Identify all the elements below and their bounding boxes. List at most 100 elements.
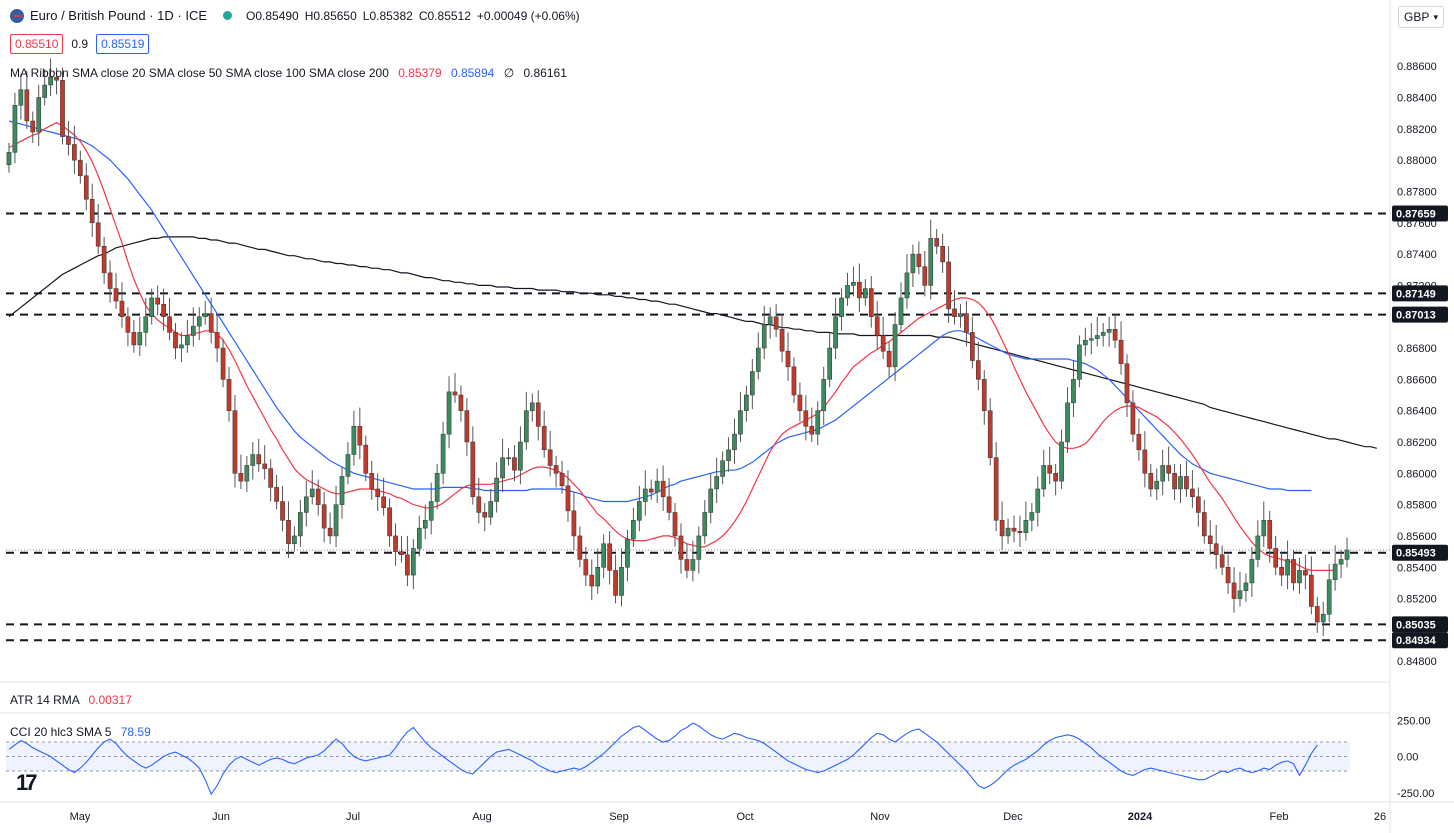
candle-up bbox=[898, 297, 904, 325]
candle-down bbox=[565, 485, 571, 512]
candle-down bbox=[327, 527, 333, 537]
candle-down bbox=[952, 308, 957, 317]
candle-down bbox=[78, 159, 83, 177]
candle-down bbox=[571, 510, 577, 537]
cci-legend[interactable]: CCI 20 hlc3 SMA 5 78.59 bbox=[10, 725, 151, 739]
candle-up bbox=[1023, 520, 1029, 534]
candle-up bbox=[179, 344, 184, 349]
candle-down bbox=[785, 350, 791, 368]
ma-ribbon-legend[interactable]: MA Ribbon SMA close 20 SMA close 50 SMA … bbox=[10, 66, 567, 80]
y-tick-label: 0.88200 bbox=[1397, 124, 1437, 136]
candle-up bbox=[303, 496, 309, 513]
candle-down bbox=[1303, 570, 1308, 576]
candle-up bbox=[726, 449, 731, 462]
candle-down bbox=[1172, 473, 1177, 490]
y-tick-label: 0.86400 bbox=[1397, 406, 1437, 418]
level-label: 0.85493 bbox=[1396, 548, 1436, 560]
level-label: 0.87013 bbox=[1396, 310, 1436, 322]
candle-down bbox=[30, 120, 36, 133]
candle-down bbox=[286, 520, 291, 545]
candle-down bbox=[1267, 520, 1273, 549]
candle-down bbox=[399, 551, 404, 555]
candle-up bbox=[411, 548, 416, 576]
candle-down bbox=[684, 559, 690, 571]
level-label-box bbox=[1392, 616, 1448, 633]
candle-up bbox=[524, 410, 529, 443]
candle-down bbox=[1225, 567, 1231, 584]
y-tick-label: 0.88600 bbox=[1397, 61, 1437, 73]
candle-down bbox=[809, 426, 815, 435]
candle-down bbox=[113, 288, 119, 302]
symbol-header: Euro / British Pound · 1D · ICE O0.85490… bbox=[10, 8, 580, 23]
candle-up bbox=[862, 288, 868, 299]
candle-up bbox=[815, 410, 821, 435]
candle-up bbox=[345, 454, 351, 477]
y-tick-label: 0.88400 bbox=[1397, 93, 1437, 105]
candle-down bbox=[922, 266, 928, 286]
candle-down bbox=[119, 300, 125, 317]
candle-down bbox=[214, 332, 220, 349]
candle-down bbox=[975, 360, 981, 380]
candle-up bbox=[1255, 535, 1261, 560]
candle-down bbox=[232, 410, 238, 474]
buy-button[interactable]: 0.85519 bbox=[96, 34, 150, 54]
x-tick-label: 26 bbox=[1374, 811, 1386, 823]
candle-down bbox=[797, 394, 803, 411]
candle-up bbox=[6, 152, 12, 166]
x-tick-label: Jun bbox=[212, 811, 230, 823]
candle-down bbox=[381, 496, 386, 509]
candle-down bbox=[589, 574, 595, 587]
candle-up bbox=[702, 512, 708, 537]
sma200-line bbox=[8, 236, 1377, 449]
candle-up bbox=[755, 347, 761, 372]
candle-down bbox=[1219, 554, 1225, 568]
candle-down bbox=[256, 454, 262, 465]
atr-value: 0.00317 bbox=[88, 693, 132, 707]
candle-up bbox=[821, 379, 827, 411]
candle-down bbox=[155, 297, 160, 305]
currency-label: GBP bbox=[1404, 10, 1430, 24]
candle-up bbox=[595, 567, 601, 587]
ma-ribbon-label: MA Ribbon SMA close 20 SMA close 50 SMA … bbox=[10, 66, 389, 80]
candle-up bbox=[185, 335, 190, 346]
candle-down bbox=[607, 543, 612, 571]
candle-up bbox=[1326, 579, 1332, 615]
candle-up bbox=[1106, 328, 1112, 333]
x-tick-label: Nov bbox=[870, 811, 890, 823]
candle-down bbox=[173, 332, 178, 349]
candle-up bbox=[910, 253, 916, 274]
symbol-title[interactable]: Euro / British Pound · 1D · ICE bbox=[30, 8, 208, 23]
candle-down bbox=[1130, 402, 1136, 435]
candle-down bbox=[482, 512, 488, 518]
candle-up bbox=[494, 477, 499, 502]
sma200-value: 0.86161 bbox=[523, 66, 567, 80]
level-label: 0.87659 bbox=[1396, 209, 1436, 221]
candle-up bbox=[1005, 527, 1011, 537]
candle-down bbox=[666, 496, 672, 513]
candle-up bbox=[292, 535, 297, 545]
candle-down bbox=[107, 272, 113, 289]
candle-up bbox=[833, 316, 838, 349]
open-value: O0.85490 bbox=[246, 8, 299, 23]
currency-select[interactable]: GBP ▾ bbox=[1398, 6, 1444, 28]
candle-up bbox=[196, 316, 202, 327]
sma50-value: 0.85894 bbox=[450, 66, 495, 80]
candle-down bbox=[268, 468, 273, 488]
atr-legend[interactable]: ATR 14 RMA 0.00317 bbox=[10, 693, 132, 707]
candle-down bbox=[83, 175, 89, 200]
x-tick-label: Sep bbox=[609, 811, 629, 823]
candle-up bbox=[48, 76, 53, 86]
candle-up bbox=[1100, 332, 1106, 336]
candle-down bbox=[1273, 548, 1278, 568]
candle-up bbox=[1237, 590, 1243, 599]
x-tick-label: Dec bbox=[1003, 811, 1023, 823]
candle-up bbox=[12, 105, 18, 153]
sell-button[interactable]: 0.85510 bbox=[10, 34, 64, 54]
candle-down bbox=[1207, 535, 1213, 545]
candle-down bbox=[1136, 433, 1142, 451]
candle-up bbox=[631, 520, 636, 540]
candle-down bbox=[464, 410, 470, 443]
close-value: C0.85512 bbox=[418, 8, 471, 23]
candle-down bbox=[559, 473, 565, 487]
